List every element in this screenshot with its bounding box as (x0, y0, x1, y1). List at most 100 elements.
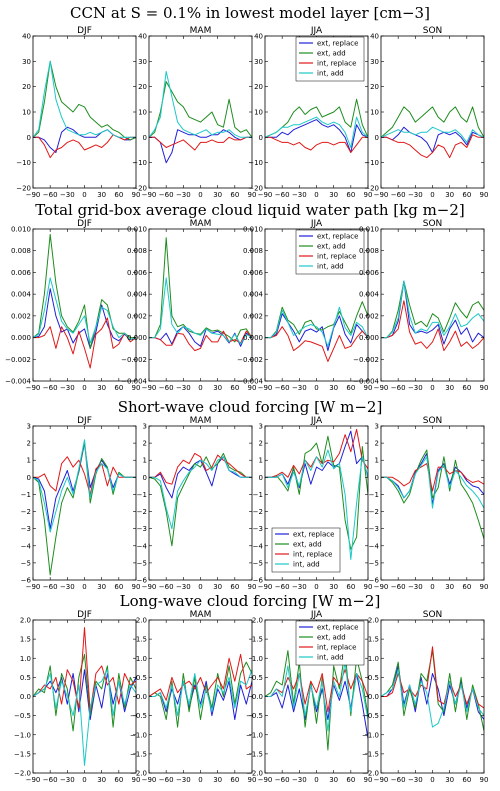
series-line-ext-replace (33, 288, 136, 349)
x-tick-label: 0 (314, 776, 318, 784)
y-tick-label: 10 (370, 109, 379, 117)
panel-frame (32, 35, 137, 189)
y-tick-label: 0.002 (11, 312, 31, 320)
x-tick-label: 0 (314, 384, 318, 392)
y-tick-label: 1.0 (136, 655, 147, 663)
y-tick-label: −4 (137, 542, 148, 550)
y-tick-label: −0.004 (353, 378, 379, 386)
series-line-ext-add (33, 653, 136, 732)
x-tick-label: −90 (374, 583, 389, 591)
legend-label: ext, add (317, 243, 346, 251)
x-tick-label: 0 (82, 384, 86, 392)
x-tick-label: 0 (82, 583, 86, 591)
series-line-int-replace (381, 463, 484, 492)
x-tick-label: −30 (60, 776, 75, 784)
y-tick-label: 0.006 (359, 269, 380, 277)
series-line-ext-replace (265, 430, 368, 489)
series-group (381, 449, 484, 540)
x-tick-label: −60 (391, 384, 406, 392)
series-line-ext-replace (149, 680, 252, 720)
y-tick-label: 40 (22, 33, 31, 41)
legend-frame (295, 36, 365, 82)
y-tick-label: −3 (137, 525, 147, 533)
y-tick-label: 0 (259, 474, 263, 482)
series-line-int-replace (381, 646, 484, 709)
panel-title: JJA (310, 416, 323, 426)
series-line-int-add (149, 669, 252, 717)
chart-row-3: Short-wave cloud forcing [W m−2] DJF −6 −5 −… (21, 398, 489, 591)
panel-jja: JJA −2.0 −1.5 −1.0 −0.5 0.0 0.5 1.0 1.5 2.0 −90 −60… (246, 610, 372, 784)
y-tick-label: −3 (253, 525, 263, 533)
y-tick-label: −1 (369, 491, 379, 499)
series-group (33, 439, 136, 576)
x-tick-label: 30 (445, 384, 454, 392)
x-tick-label: −90 (142, 583, 157, 591)
y-tick-label: 20 (370, 83, 379, 91)
y-tick-label: 0.008 (11, 247, 31, 255)
y-tick-label: −3 (369, 525, 379, 533)
series-group (149, 452, 252, 547)
panel-title: SON (423, 219, 443, 229)
row-title: Short-wave cloud forcing [W m−2] (118, 398, 383, 416)
y-tick-label: 2 (259, 440, 263, 448)
x-tick-label: 90 (248, 384, 257, 392)
y-tick-label: 0.0 (252, 693, 263, 701)
y-tick-label: 10 (254, 109, 263, 117)
x-tick-label: −30 (60, 583, 75, 591)
series-line-ext-add (149, 81, 252, 138)
y-tick-label: 1.0 (252, 655, 263, 663)
legend-label: int, replace (317, 60, 356, 68)
y-tick-label: 40 (138, 33, 147, 41)
x-tick-label: 60 (462, 776, 471, 784)
y-tick-label: 30 (254, 58, 263, 66)
series-line-ext-replace (33, 126, 136, 153)
y-tick-label: 0 (27, 134, 31, 142)
y-tick-label: 0.000 (11, 334, 31, 342)
panel-title: DJF (77, 26, 92, 36)
y-tick-label: −6 (253, 577, 264, 585)
chart-row-2: Total grid-box average cloud liquid wate… (5, 201, 488, 392)
y-tick-label: 1 (259, 457, 263, 465)
x-tick-label: 90 (480, 191, 489, 199)
y-tick-label: −1.0 (130, 731, 147, 739)
y-tick-label: −2 (21, 508, 31, 516)
x-tick-label: −60 (275, 191, 290, 199)
y-tick-label: 0.0 (136, 693, 147, 701)
panel-son: SON −2.0 −1.5 −1.0 −0.5 0.0 0.5 1.0 1.5 2.0 −90 −60… (362, 610, 488, 784)
y-tick-label: 0 (143, 134, 147, 142)
y-tick-label: 0 (375, 474, 379, 482)
x-tick-label: 30 (97, 776, 106, 784)
y-tick-label: 1.5 (136, 636, 147, 644)
series-group (33, 60, 136, 159)
series-line-ext-replace (381, 280, 484, 345)
y-tick-label: 0.5 (20, 674, 31, 682)
y-tick-label: −4 (253, 542, 264, 550)
series-line-ext-replace (149, 326, 252, 347)
series-line-int-replace (265, 136, 368, 153)
x-tick-label: −60 (391, 191, 406, 199)
legend-label: ext, replace (317, 40, 358, 48)
x-tick-label: 60 (230, 776, 239, 784)
y-tick-label: 30 (370, 58, 379, 66)
panel-title: DJF (77, 219, 92, 229)
series-line-ext-replace (33, 442, 136, 530)
y-tick-label: 1 (375, 457, 379, 465)
x-tick-label: 30 (213, 776, 222, 784)
y-tick-label: −2.0 (130, 770, 147, 778)
y-tick-label: −2.0 (362, 770, 379, 778)
series-line-ext-add (381, 650, 484, 732)
legend-label: int, add (317, 70, 344, 78)
series-line-int-replace (265, 326, 368, 362)
legend-label: int, add (317, 263, 344, 271)
y-tick-label: 0.008 (359, 247, 379, 255)
series-line-ext-add (381, 449, 484, 540)
legend-label: int, replace (293, 551, 332, 559)
y-tick-label: 40 (370, 33, 379, 41)
y-tick-label: −2 (253, 508, 263, 516)
y-tick-label: 20 (22, 83, 31, 91)
x-tick-label: 90 (132, 583, 141, 591)
x-tick-label: 90 (132, 776, 141, 784)
x-tick-label: 60 (462, 384, 471, 392)
series-line-int-replace (265, 428, 368, 478)
